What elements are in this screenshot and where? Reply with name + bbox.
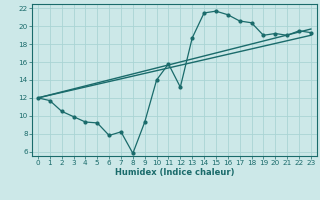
X-axis label: Humidex (Indice chaleur): Humidex (Indice chaleur) xyxy=(115,168,234,177)
